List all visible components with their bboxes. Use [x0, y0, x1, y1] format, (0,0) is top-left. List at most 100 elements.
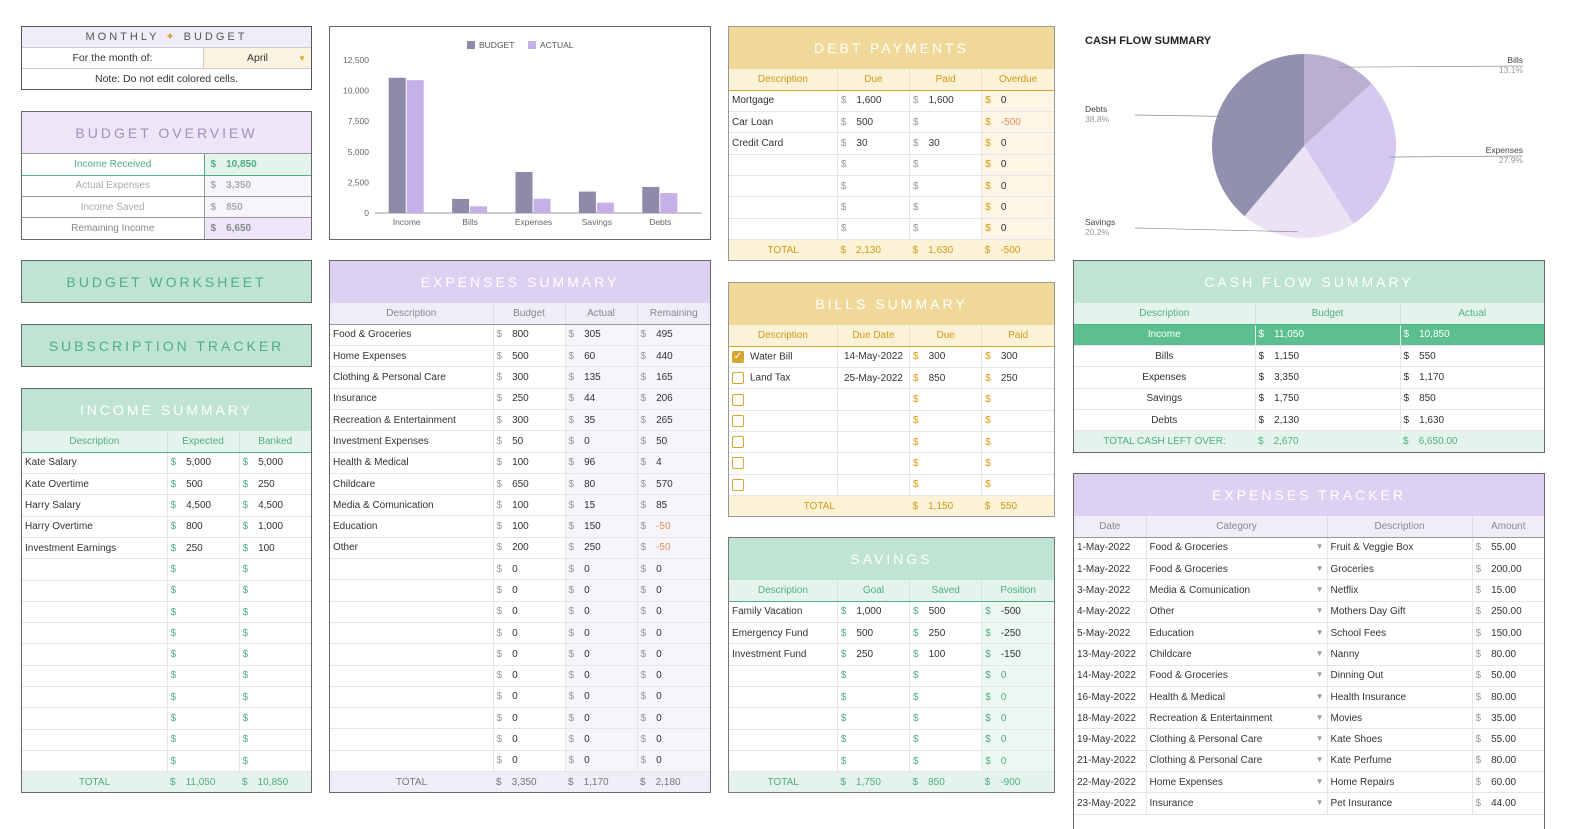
pie-label: Expenses	[1486, 145, 1523, 155]
expense-actual-text: 0	[584, 691, 590, 703]
tracker-description[interactable]: Dinning Out	[1327, 665, 1473, 687]
x-tick-label: Expenses	[515, 217, 552, 227]
tracker-amount[interactable]: $55.00	[1472, 537, 1544, 560]
debt-total-label-text: TOTAL	[767, 244, 799, 256]
tracker-category-select[interactable]: Food & Groceries ▼	[1146, 537, 1328, 560]
bill-paid-checkbox[interactable]	[732, 478, 744, 491]
tracker-description[interactable]: Fruit & Veggie Box	[1327, 537, 1473, 560]
expense-budget: $800	[493, 324, 566, 347]
tracker-description[interactable]: Groceries	[1327, 558, 1473, 581]
tracker-date[interactable]: 22-May-2022	[1074, 771, 1147, 794]
tracker-category-select[interactable]: Food & Groceries ▼	[1146, 665, 1328, 687]
tracker-date[interactable]: 1-May-2022	[1074, 537, 1147, 560]
tracker-amount-text: 150.00	[1491, 627, 1522, 639]
expenses-summary-table: Description Budget Actual Remaining Food & G…	[330, 303, 710, 792]
income-row: $ $	[22, 580, 311, 602]
tracker-description[interactable]: Kate Shoes	[1327, 728, 1473, 751]
expense-remaining: $265	[637, 409, 710, 432]
debt-paid: $30	[909, 132, 983, 155]
tracker-amount[interactable]: $80.00	[1472, 750, 1544, 773]
tracker-amount[interactable]: $80.00	[1472, 686, 1544, 709]
bill-paid-checkbox[interactable]	[732, 436, 744, 449]
tracker-description[interactable]: Pet Insurance	[1327, 792, 1473, 815]
currency-symbol: $	[170, 585, 177, 597]
tracker-date[interactable]: 4-May-2022	[1074, 601, 1147, 623]
tracker-amount[interactable]: $35.00	[1472, 707, 1544, 730]
tracker-category-select[interactable]: Home Expenses ▼	[1146, 771, 1328, 794]
tracker-date[interactable]: 16-May-2022	[1074, 686, 1147, 709]
currency-symbol: $	[496, 393, 503, 405]
month-select[interactable]: April ▼	[204, 48, 311, 68]
bills-summary-panel: BILLS SUMMARY Description Due Date Due Paid…	[728, 282, 1055, 517]
tracker-description[interactable]: School Fees	[1327, 622, 1473, 645]
tracker-amount[interactable]: $15.00	[1472, 579, 1544, 602]
expense-remaining-text: 0	[656, 755, 662, 767]
tracker-amount[interactable]: $200.00	[1472, 558, 1544, 581]
header-row: Description Goal Saved Position	[729, 580, 1054, 602]
tracker-category-select[interactable]: Food & Groceries ▼	[1146, 558, 1328, 581]
column-header: Paid	[909, 69, 983, 91]
tracker-category-select[interactable]: Media & Comunication ▼	[1146, 579, 1328, 602]
tracker-amount[interactable]: $80.00	[1472, 643, 1544, 666]
bill-paid-checkbox[interactable]	[732, 393, 744, 406]
tracker-amount[interactable]: $60.00	[1472, 771, 1544, 794]
tracker-date[interactable]: 13-May-2022	[1074, 643, 1147, 666]
expense-budget: $250	[493, 388, 566, 410]
tracker-category-select[interactable]: Clothing & Personal Care ▼	[1146, 728, 1328, 751]
tracker-date[interactable]: 14-May-2022	[1074, 665, 1147, 687]
income-expected: $	[167, 750, 240, 773]
tracker-description[interactable]: Health Insurance	[1327, 686, 1473, 709]
currency-symbol: $	[985, 691, 991, 703]
tracker-date[interactable]: 18-May-2022	[1074, 707, 1147, 730]
tracker-amount[interactable]: $250.00	[1472, 601, 1544, 623]
bill-paid-checkbox[interactable]	[732, 372, 744, 385]
tracker-date[interactable]: 3-May-2022	[1074, 579, 1147, 602]
bill-paid-checkbox[interactable]	[732, 414, 744, 427]
currency-symbol: $	[242, 777, 248, 789]
subscription-tracker-button[interactable]: SUBSCRIPTION TRACKER	[21, 324, 312, 367]
bar-actual-bills	[470, 206, 488, 213]
tracker-description[interactable]: Movies	[1327, 707, 1473, 730]
debt-overdue-text: 0	[1000, 95, 1007, 107]
tracker-amount[interactable]: $150.00	[1472, 622, 1544, 645]
tracker-category-select[interactable]: Other ▼	[1146, 601, 1328, 623]
tracker-date[interactable]: 21-May-2022	[1074, 750, 1147, 773]
bill-paid-checkbox[interactable]	[732, 457, 744, 470]
tracker-category-select[interactable]: Clothing & Personal Care ▼	[1146, 750, 1328, 773]
expense-remaining: $165	[637, 366, 710, 389]
x-tick-label: Income	[393, 217, 421, 227]
tracker-description[interactable]: Kate Perfume	[1327, 750, 1473, 773]
tracker-date[interactable]: 1-May-2022	[1074, 558, 1147, 581]
bill-paid-checkbox[interactable]: ✓	[732, 350, 744, 363]
expense-remaining: $85	[637, 494, 710, 517]
tracker-date[interactable]: 23-May-2022	[1074, 792, 1147, 815]
currency-symbol: $	[913, 351, 919, 363]
tracker-category-select[interactable]: Health & Medical ▼	[1146, 686, 1328, 709]
tracker-amount[interactable]: $50.00	[1472, 665, 1544, 687]
tracker-description[interactable]: Mothers Day Gift	[1327, 601, 1473, 623]
expense-remaining-text: 165	[656, 372, 673, 384]
expense-description-text: Investment Expenses	[333, 435, 429, 447]
expense-actual: $0	[565, 686, 638, 709]
tracker-description[interactable]: Nanny	[1327, 643, 1473, 666]
tracker-category-select[interactable]: Education ▼	[1146, 622, 1328, 645]
bill-paid: $250	[981, 367, 1054, 390]
tracker-description[interactable]: Home Repairs	[1327, 771, 1473, 794]
tracker-amount[interactable]: $44.00	[1472, 792, 1544, 815]
tracker-date[interactable]: 5-May-2022	[1074, 622, 1147, 645]
budget-worksheet-button[interactable]: BUDGET WORKSHEET	[21, 260, 312, 303]
tracker-description[interactable]: Netflix	[1327, 579, 1473, 602]
expense-total-budget-text: 3,350	[511, 776, 537, 788]
debt-overdue-text: -500	[1000, 116, 1021, 128]
tracker-category-select[interactable]: Childcare ▼	[1146, 643, 1328, 666]
tracker-category-select[interactable]: Recreation & Entertainment ▼	[1146, 707, 1328, 730]
debt-description-text: Credit Card	[732, 138, 784, 150]
income-description-text: Harry Salary	[25, 500, 81, 512]
currency-symbol: $	[640, 414, 647, 426]
tracker-date[interactable]: 19-May-2022	[1074, 728, 1147, 751]
overview-value: $6,650	[204, 217, 311, 239]
currency-symbol: $	[170, 755, 177, 767]
tracker-amount[interactable]: $55.00	[1472, 728, 1544, 751]
tracker-category-select[interactable]: Insurance ▼	[1146, 792, 1328, 815]
bills-total-due-text: 1,150	[928, 500, 954, 512]
